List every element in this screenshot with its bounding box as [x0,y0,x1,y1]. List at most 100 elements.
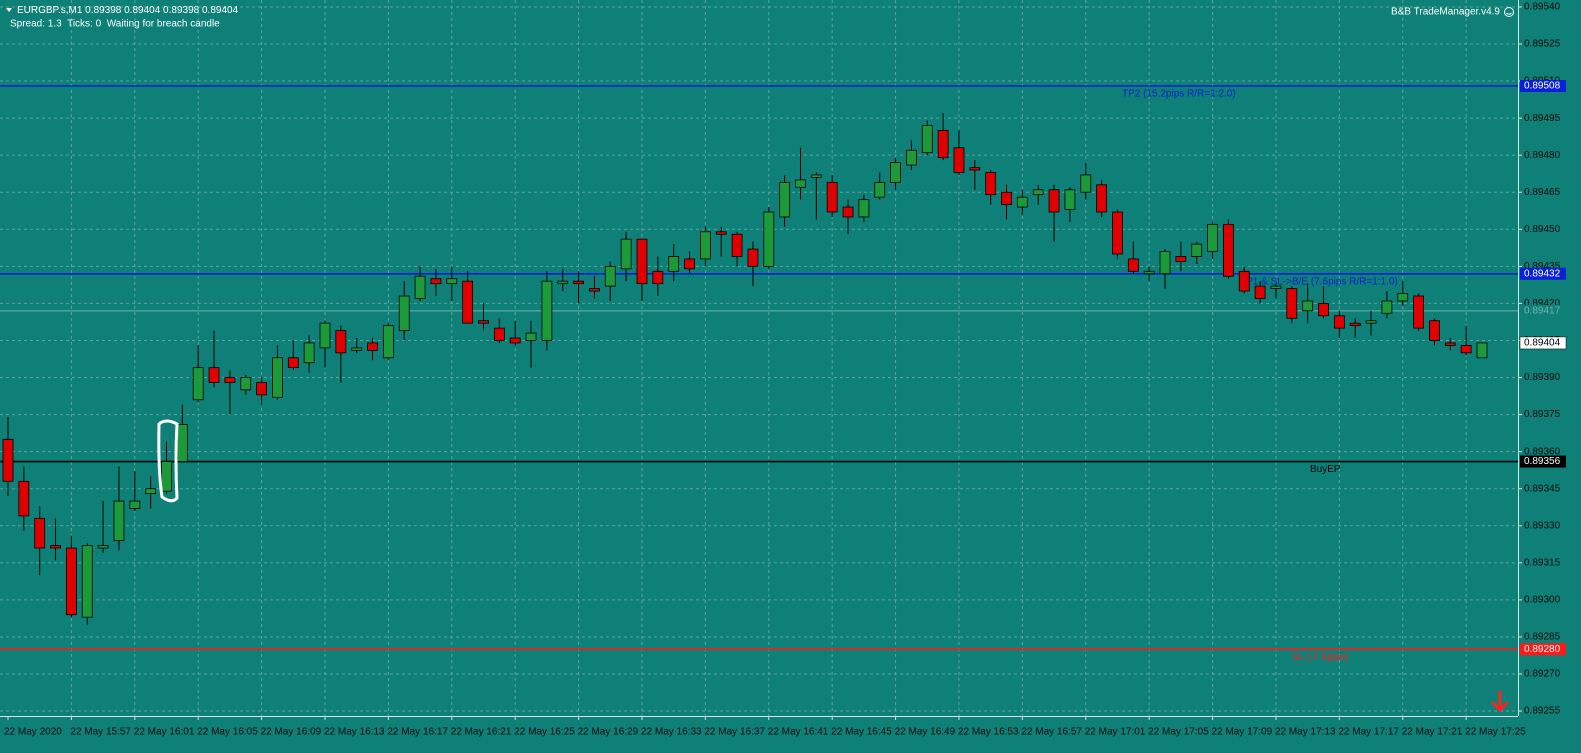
candle-body [113,500,125,541]
candle-body [985,172,997,196]
candle-body [953,147,965,173]
x-tick-label: 22 May 16:09 [261,727,322,738]
candle-body [557,280,569,285]
candle-body [1207,223,1218,252]
level-name: BuyEP [1310,464,1341,475]
level-price-box [1520,267,1566,280]
candle-body [303,342,315,364]
x-tick-label: 22 May 17:21 [1402,727,1463,738]
x-tick-label: 22 May 16:01 [134,727,195,738]
x-tick-label: 22 May 2020 [4,727,62,738]
candle-body [240,377,252,391]
candle-body [1349,322,1361,327]
symbol: EURGBP.s,M1 [17,5,83,16]
candle-body [129,500,141,509]
candle-body [795,179,806,188]
candle-body [1191,243,1203,257]
candle-body [97,545,109,549]
level-name: TP2 (15.2pips R/R=1:2.0) [1122,89,1236,100]
candle-body [1143,270,1155,275]
candle-body [699,231,711,260]
candle-body [1397,293,1409,302]
x-tick-label: 22 May 16:57 [1021,727,1082,738]
candle-body [414,275,426,299]
candle-body [937,130,949,159]
candle-body [81,545,93,618]
candle-body [1032,189,1044,196]
candle-body [652,270,664,285]
y-tick-label: 0.89360 [1524,446,1561,457]
y-tick-label: 0.89330 [1524,520,1561,531]
candle-body [382,325,394,359]
candle-body [1270,285,1282,289]
candle-body [921,125,933,154]
candle-body [906,149,917,166]
menu-triangle[interactable] [6,8,12,12]
status-line: Spread: 1.3 Ticks: 0 Waiting for breach … [10,19,220,30]
candle-body [684,258,695,270]
y-tick-label: 0.89255 [1524,706,1561,717]
x-tick-label: 22 May 17:17 [1338,727,1399,738]
candle-body [874,181,886,198]
x-tick-label: 22 May 16:33 [641,727,702,738]
candle-body [1413,295,1425,329]
candle-body [541,280,553,341]
candle-body [65,547,77,616]
y-tick-label: 0.89450 [1524,224,1561,235]
level-name: SL (-7.6pips) [1292,652,1349,663]
candle-body [145,488,157,495]
x-tick-label: 22 May 16:25 [514,727,575,738]
candle-body [351,347,363,351]
candle-body [969,167,981,171]
y-tick-label: 0.89420 [1524,298,1561,309]
candle-body [1254,285,1266,299]
candle-body [715,231,727,235]
candle-body [1127,258,1139,272]
ohlc-close: 0.89404 [202,5,239,16]
candle-body [367,342,378,351]
last-price-label: 0.89404 [1524,338,1561,349]
level-price-label: 0.89432 [1524,268,1561,279]
candle-body [604,265,616,287]
candles [2,113,1488,625]
x-tick-label: 22 May 17:09 [1212,727,1273,738]
candle-body [272,357,283,398]
candle-body [1016,196,1028,208]
candle-body [1444,342,1456,346]
last-price-box [1519,336,1567,350]
x-tick-label: 22 May 17:01 [1085,727,1146,738]
y-tick-label: 0.89540 [1524,2,1561,13]
y-tick-label: 0.89285 [1524,632,1561,643]
candle-body [1460,345,1472,354]
candle-body [192,367,204,401]
candle-body [858,199,870,218]
candle-body [1333,315,1345,329]
candle-body [478,320,489,324]
candle-body [636,238,648,285]
candle-body [50,545,61,549]
level-price-label: 0.89280 [1524,644,1561,655]
x-tick-label: 22 May 17:13 [1275,727,1336,738]
y-tick-label: 0.89480 [1524,150,1561,161]
x-tick-label: 22 May 17:05 [1148,727,1209,738]
candle-body [1064,189,1076,210]
candle-body [1381,300,1393,314]
candle-body [1223,223,1234,277]
y-tick-label: 0.89375 [1524,409,1561,420]
candle-body [890,162,901,183]
ohlc-low: 0.89398 [163,5,200,16]
y-tick-label: 0.89300 [1524,595,1561,606]
level-price-box [1520,304,1566,317]
level-price-label: 0.89356 [1524,456,1561,467]
candle-body [779,181,791,218]
candle-body [446,278,458,285]
y-tick-label: 0.89345 [1524,483,1561,494]
candle-body [1286,288,1298,319]
y-tick-label: 0.89435 [1524,261,1561,272]
y-tick-label: 0.89525 [1524,39,1561,50]
candle-body [1429,320,1440,341]
x-tick-label: 22 May 15:57 [70,727,131,738]
candle-body [1238,270,1250,292]
